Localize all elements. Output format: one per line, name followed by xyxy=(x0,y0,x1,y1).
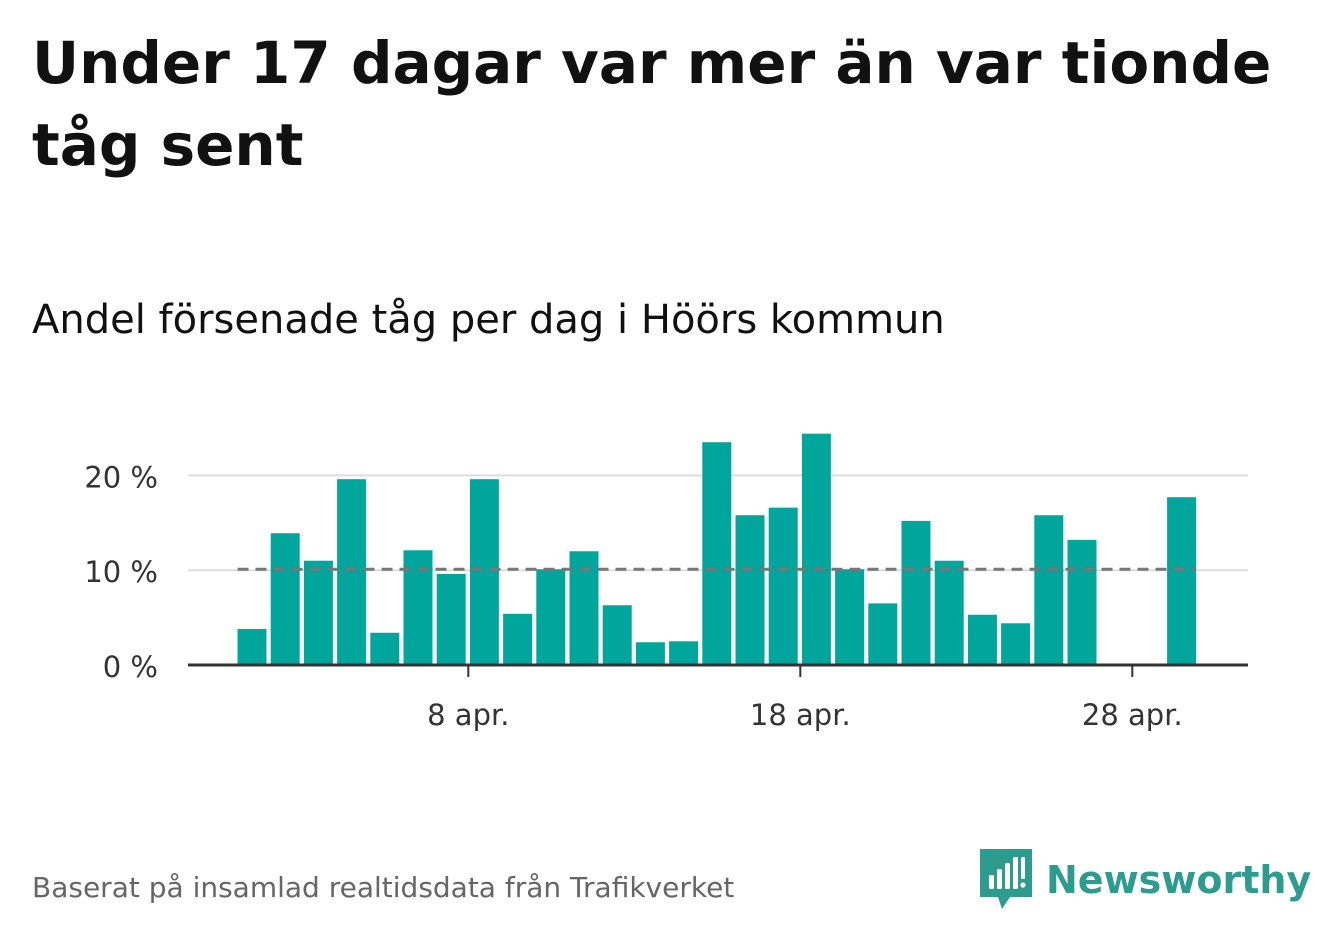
bar xyxy=(735,515,765,665)
axes: 0 % 10 % 20 % 8 apr. 18 apr. 28 apr. xyxy=(84,460,1248,732)
bar xyxy=(669,641,699,665)
bar xyxy=(967,614,997,665)
y-tick-label: 10 % xyxy=(84,555,158,589)
bar xyxy=(337,479,367,665)
bar xyxy=(602,605,632,665)
bar xyxy=(469,479,499,665)
y-tick-label: 20 % xyxy=(84,460,158,494)
y-tick-label: 0 % xyxy=(103,650,158,684)
brand-name: Newsworthy xyxy=(1046,858,1312,902)
bar xyxy=(868,603,898,665)
bar xyxy=(702,442,732,665)
x-tick-label: 8 apr. xyxy=(427,698,509,732)
bar xyxy=(801,433,831,665)
bar xyxy=(1034,515,1064,665)
bar xyxy=(237,628,267,665)
bar xyxy=(503,613,533,665)
bar xyxy=(934,560,964,665)
bar xyxy=(270,533,300,665)
brand: Newsworthy xyxy=(980,848,1311,912)
bar xyxy=(370,632,400,665)
bar xyxy=(835,569,865,665)
bar xyxy=(303,560,333,665)
chart-title: Under 17 dagar var mer än var tionde tåg… xyxy=(32,29,1272,179)
bar xyxy=(1001,623,1031,665)
x-tick-label: 18 apr. xyxy=(750,698,851,732)
bars xyxy=(237,433,1197,665)
bar xyxy=(1167,497,1197,665)
bar xyxy=(436,573,466,665)
x-tick-label: 28 apr. xyxy=(1082,698,1183,732)
chart-subtitle: Andel försenade tåg per dag i Höörs komm… xyxy=(32,297,945,343)
newsworthy-logo-icon xyxy=(980,849,1032,909)
bar xyxy=(635,642,665,665)
bar xyxy=(403,550,433,665)
source-note: Baserat på insamlad realtidsdata från Tr… xyxy=(32,871,735,904)
bar xyxy=(901,520,931,665)
bar-chart: 0 % 10 % 20 % 8 apr. 18 apr. 28 apr. xyxy=(84,433,1248,732)
bar xyxy=(1067,539,1097,665)
bar xyxy=(768,507,798,665)
bar xyxy=(536,569,566,665)
